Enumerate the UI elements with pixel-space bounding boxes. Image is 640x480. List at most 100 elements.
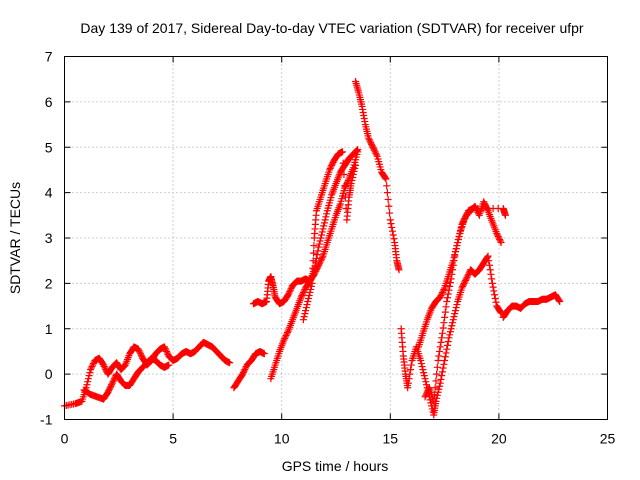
data-point <box>462 213 470 221</box>
data-point <box>438 372 446 380</box>
data-point <box>367 139 375 147</box>
data-point <box>462 275 470 283</box>
data-point <box>386 209 394 217</box>
data-point <box>429 408 437 416</box>
data-point <box>101 364 109 372</box>
data-point <box>310 249 318 257</box>
data-point <box>441 308 449 316</box>
data-point <box>438 368 446 376</box>
data-point <box>423 390 430 398</box>
data-point <box>315 240 323 248</box>
data-point <box>319 225 327 233</box>
data-point <box>433 363 441 371</box>
data-point <box>239 370 247 378</box>
data-point <box>439 287 447 295</box>
data-point <box>451 310 459 318</box>
x-tick-label: 0 <box>61 431 69 447</box>
data-point <box>420 372 428 380</box>
data-point <box>452 304 460 312</box>
data-point <box>367 140 375 148</box>
data-point <box>108 379 116 387</box>
data-point <box>418 363 426 371</box>
data-point <box>390 235 398 243</box>
data-point <box>490 287 498 295</box>
data-point <box>491 291 499 299</box>
data-point <box>314 247 322 255</box>
data-point <box>486 266 494 274</box>
chart-title: Day 139 of 2017, Sidereal Day-to-day VTE… <box>80 20 584 36</box>
data-point <box>405 375 413 383</box>
data-point <box>447 275 455 283</box>
data-point <box>226 359 234 367</box>
y-tick-label: 4 <box>45 185 53 201</box>
data-point <box>386 216 394 224</box>
data-point <box>300 313 308 321</box>
data-point <box>420 369 428 377</box>
y-tick-label: 3 <box>45 230 53 246</box>
data-point <box>448 322 456 330</box>
data-point <box>441 313 449 321</box>
data-point <box>446 282 454 290</box>
series-track-f <box>299 148 360 324</box>
data-point <box>435 352 443 360</box>
data-point <box>417 357 425 365</box>
data-points <box>61 77 564 419</box>
data-point <box>444 338 452 346</box>
data-point <box>321 216 329 224</box>
data-point <box>107 382 115 390</box>
data-point <box>483 204 491 212</box>
data-point <box>460 216 468 224</box>
series-track-j <box>421 205 509 405</box>
data-point <box>341 182 349 190</box>
data-point <box>489 283 497 291</box>
data-point <box>556 298 564 306</box>
data-point <box>431 384 439 392</box>
data-point <box>301 310 309 318</box>
data-point <box>371 148 379 156</box>
series-track-c <box>230 347 268 392</box>
data-point <box>241 366 249 374</box>
data-point <box>450 313 458 321</box>
data-point <box>451 248 459 256</box>
data-point <box>487 270 495 278</box>
ticks: 0 5 10 15 20 25 -1 0 1 2 3 4 5 6 7 <box>40 49 615 447</box>
data-point <box>328 161 336 169</box>
data-point <box>299 316 307 324</box>
data-point <box>310 242 318 250</box>
data-point <box>459 281 467 289</box>
data-point <box>441 357 449 365</box>
data-point <box>344 178 352 186</box>
data-point <box>407 366 415 374</box>
data-point <box>430 391 438 399</box>
data-point <box>317 257 325 265</box>
data-point <box>453 301 461 309</box>
data-point <box>444 290 452 298</box>
data-point <box>137 350 145 358</box>
data-point <box>318 228 326 236</box>
grid <box>64 56 608 420</box>
data-point <box>462 211 470 219</box>
series-track-h <box>397 252 505 419</box>
data-point <box>481 201 489 209</box>
y-tick-label: 2 <box>45 275 53 291</box>
data-point <box>451 307 459 315</box>
data-point <box>483 253 491 261</box>
data-point <box>443 298 451 306</box>
data-point <box>438 288 446 296</box>
data-point <box>484 252 492 260</box>
data-point <box>281 333 289 341</box>
series-track-g <box>352 77 403 274</box>
data-point <box>303 301 311 309</box>
data-point <box>89 361 97 369</box>
data-point <box>283 330 291 338</box>
data-point <box>461 214 469 222</box>
data-point <box>108 381 116 389</box>
data-point <box>342 181 350 189</box>
data-point <box>439 324 447 332</box>
data-point <box>323 210 331 218</box>
data-point <box>434 388 442 396</box>
data-point <box>389 231 397 239</box>
data-point <box>161 344 169 352</box>
data-point <box>447 325 455 333</box>
data-point <box>309 264 317 272</box>
